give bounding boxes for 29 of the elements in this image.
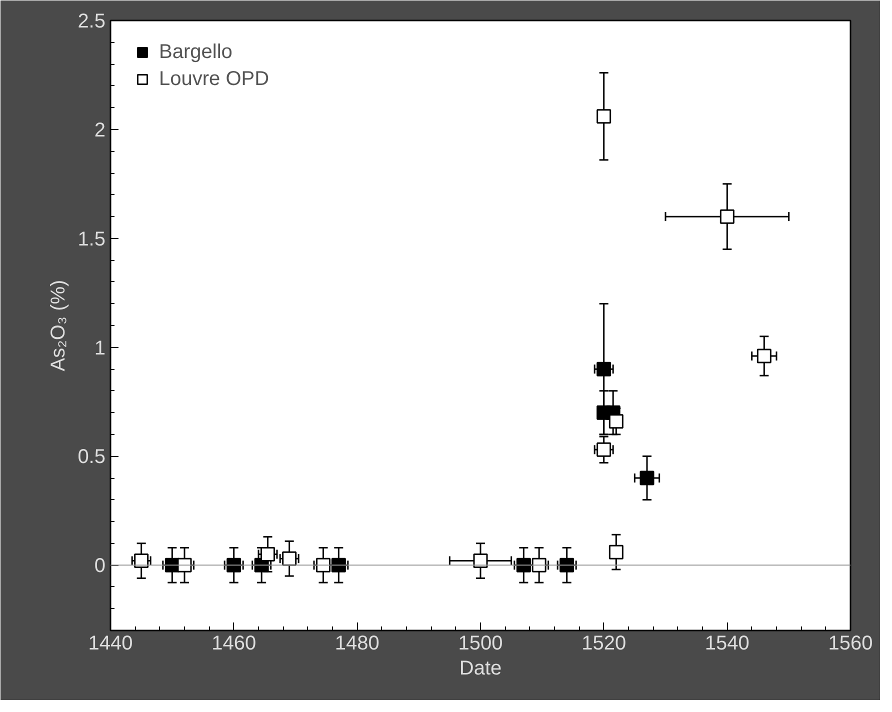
point <box>720 209 734 224</box>
x-tick-label: 1500 <box>458 632 503 654</box>
y-tick-label: 2.5 <box>78 10 106 32</box>
x-axis-title: Date <box>459 658 502 680</box>
point <box>596 109 612 124</box>
point <box>226 558 242 572</box>
x-tick-label: 1460 <box>212 632 256 654</box>
x-tick-label: 1480 <box>334 632 380 654</box>
y-tick-label: 0 <box>94 555 106 578</box>
y-tick-label: 2 <box>94 119 106 142</box>
point <box>473 554 488 568</box>
y-tick-label: 1 <box>94 337 106 360</box>
point <box>640 470 654 486</box>
x-tick-label: 1440 <box>88 632 133 654</box>
x-tick-label: 1560 <box>828 632 873 654</box>
point <box>134 554 149 568</box>
point <box>560 558 574 572</box>
point <box>596 362 612 376</box>
y-axis-title: As₂O₃ (%) <box>48 280 70 372</box>
legend-label: Louvre OPD <box>159 68 270 90</box>
point <box>608 544 624 560</box>
point <box>596 442 612 457</box>
y-tick-label: 0.5 <box>78 446 106 468</box>
x-tick-label: 1520 <box>582 632 626 654</box>
point <box>756 348 772 364</box>
legend-label: Bargello <box>159 40 232 64</box>
point <box>608 414 624 429</box>
y-tick-label: 1.5 <box>78 228 106 250</box>
x-tick-label: 1540 <box>704 632 750 654</box>
